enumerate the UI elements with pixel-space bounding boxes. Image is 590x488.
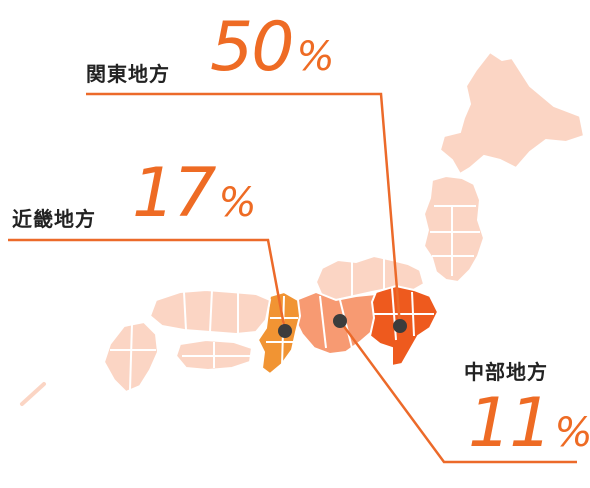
chubu-label: 中部地方 <box>464 360 548 384</box>
kanto-unit: % <box>296 34 335 80</box>
kinki-unit: % <box>218 180 257 226</box>
hokkaido-shape <box>438 50 586 176</box>
kinki-value: 17 <box>132 154 217 233</box>
chubu-unit: % <box>554 410 590 456</box>
kinki-label: 近畿地方 <box>12 207 96 231</box>
chubu-leader-line <box>338 320 577 464</box>
location-dot-icon <box>393 319 407 333</box>
kanto-leader-line <box>86 92 402 327</box>
location-dot-icon <box>278 324 292 338</box>
chubu-value: 11 <box>468 384 553 463</box>
kanto-percentage: 50% <box>210 14 335 82</box>
kanto-label: 関東地方 <box>86 62 170 86</box>
kanto-value: 50 <box>210 8 295 87</box>
chubu-percentage: 11% <box>468 390 590 458</box>
okinawa-shape <box>20 382 46 406</box>
kinki-percentage: 17% <box>132 160 257 228</box>
location-dot-icon <box>333 314 347 328</box>
tohoku-shape <box>422 174 486 284</box>
kinki-leader-line <box>8 238 287 332</box>
